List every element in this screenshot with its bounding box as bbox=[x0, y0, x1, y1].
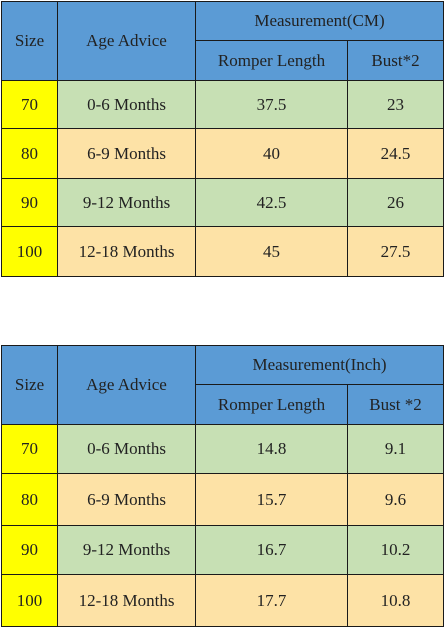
bust-cell: 27.5 bbox=[347, 226, 444, 277]
bust-cell: 10.8 bbox=[347, 574, 444, 627]
measurement-header: Measurement(CM) bbox=[195, 1, 444, 41]
table-row: 100 12-18 Months 45 27.5 bbox=[1, 226, 444, 277]
age-cell: 0-6 Months bbox=[57, 80, 196, 129]
table-row: 80 6-9 Months 15.7 9.6 bbox=[1, 473, 444, 526]
table-row: 70 0-6 Months 14.8 9.1 bbox=[1, 424, 444, 474]
romper-length-header: Romper Length bbox=[195, 40, 348, 81]
romper-length-cell: 37.5 bbox=[195, 80, 348, 129]
age-cell: 6-9 Months bbox=[57, 128, 196, 179]
age-cell: 12-18 Months bbox=[57, 226, 196, 277]
table-row: 90 9-12 Months 16.7 10.2 bbox=[1, 525, 444, 575]
romper-length-cell: 40 bbox=[195, 128, 348, 179]
table-row: 80 6-9 Months 40 24.5 bbox=[1, 128, 444, 179]
size-cell: 100 bbox=[1, 226, 58, 277]
size-chart-inch-table: Size Age Advice Measurement(Inch) Romper… bbox=[1, 345, 444, 627]
bust-header: Bust*2 bbox=[347, 40, 444, 81]
size-header: Size bbox=[1, 1, 58, 81]
size-cell: 90 bbox=[1, 525, 58, 575]
size-cell: 70 bbox=[1, 424, 58, 474]
size-cell: 80 bbox=[1, 128, 58, 179]
bust-cell: 9.1 bbox=[347, 424, 444, 474]
size-cell: 100 bbox=[1, 574, 58, 627]
size-cell: 90 bbox=[1, 178, 58, 227]
table-row: 100 12-18 Months 17.7 10.8 bbox=[1, 574, 444, 627]
table-row: 90 9-12 Months 42.5 26 bbox=[1, 178, 444, 227]
age-cell: 9-12 Months bbox=[57, 525, 196, 575]
romper-length-header: Romper Length bbox=[195, 384, 348, 425]
age-advice-header: Age Advice bbox=[57, 1, 196, 81]
bust-cell: 9.6 bbox=[347, 473, 444, 526]
romper-length-cell: 45 bbox=[195, 226, 348, 277]
size-header: Size bbox=[1, 345, 58, 425]
measurement-header: Measurement(Inch) bbox=[195, 345, 444, 385]
bust-header: Bust *2 bbox=[347, 384, 444, 425]
romper-length-cell: 14.8 bbox=[195, 424, 348, 474]
romper-length-cell: 42.5 bbox=[195, 178, 348, 227]
age-advice-header: Age Advice bbox=[57, 345, 196, 425]
size-cell: 70 bbox=[1, 80, 58, 129]
age-cell: 0-6 Months bbox=[57, 424, 196, 474]
romper-length-cell: 17.7 bbox=[195, 574, 348, 627]
bust-cell: 26 bbox=[347, 178, 444, 227]
age-cell: 6-9 Months bbox=[57, 473, 196, 526]
romper-length-cell: 15.7 bbox=[195, 473, 348, 526]
age-cell: 12-18 Months bbox=[57, 574, 196, 627]
romper-length-cell: 16.7 bbox=[195, 525, 348, 575]
age-cell: 9-12 Months bbox=[57, 178, 196, 227]
bust-cell: 10.2 bbox=[347, 525, 444, 575]
table-row: 70 0-6 Months 37.5 23 bbox=[1, 80, 444, 129]
size-chart-cm-table: Size Age Advice Measurement(CM) Romper L… bbox=[1, 1, 444, 277]
bust-cell: 24.5 bbox=[347, 128, 444, 179]
bust-cell: 23 bbox=[347, 80, 444, 129]
size-cell: 80 bbox=[1, 473, 58, 526]
